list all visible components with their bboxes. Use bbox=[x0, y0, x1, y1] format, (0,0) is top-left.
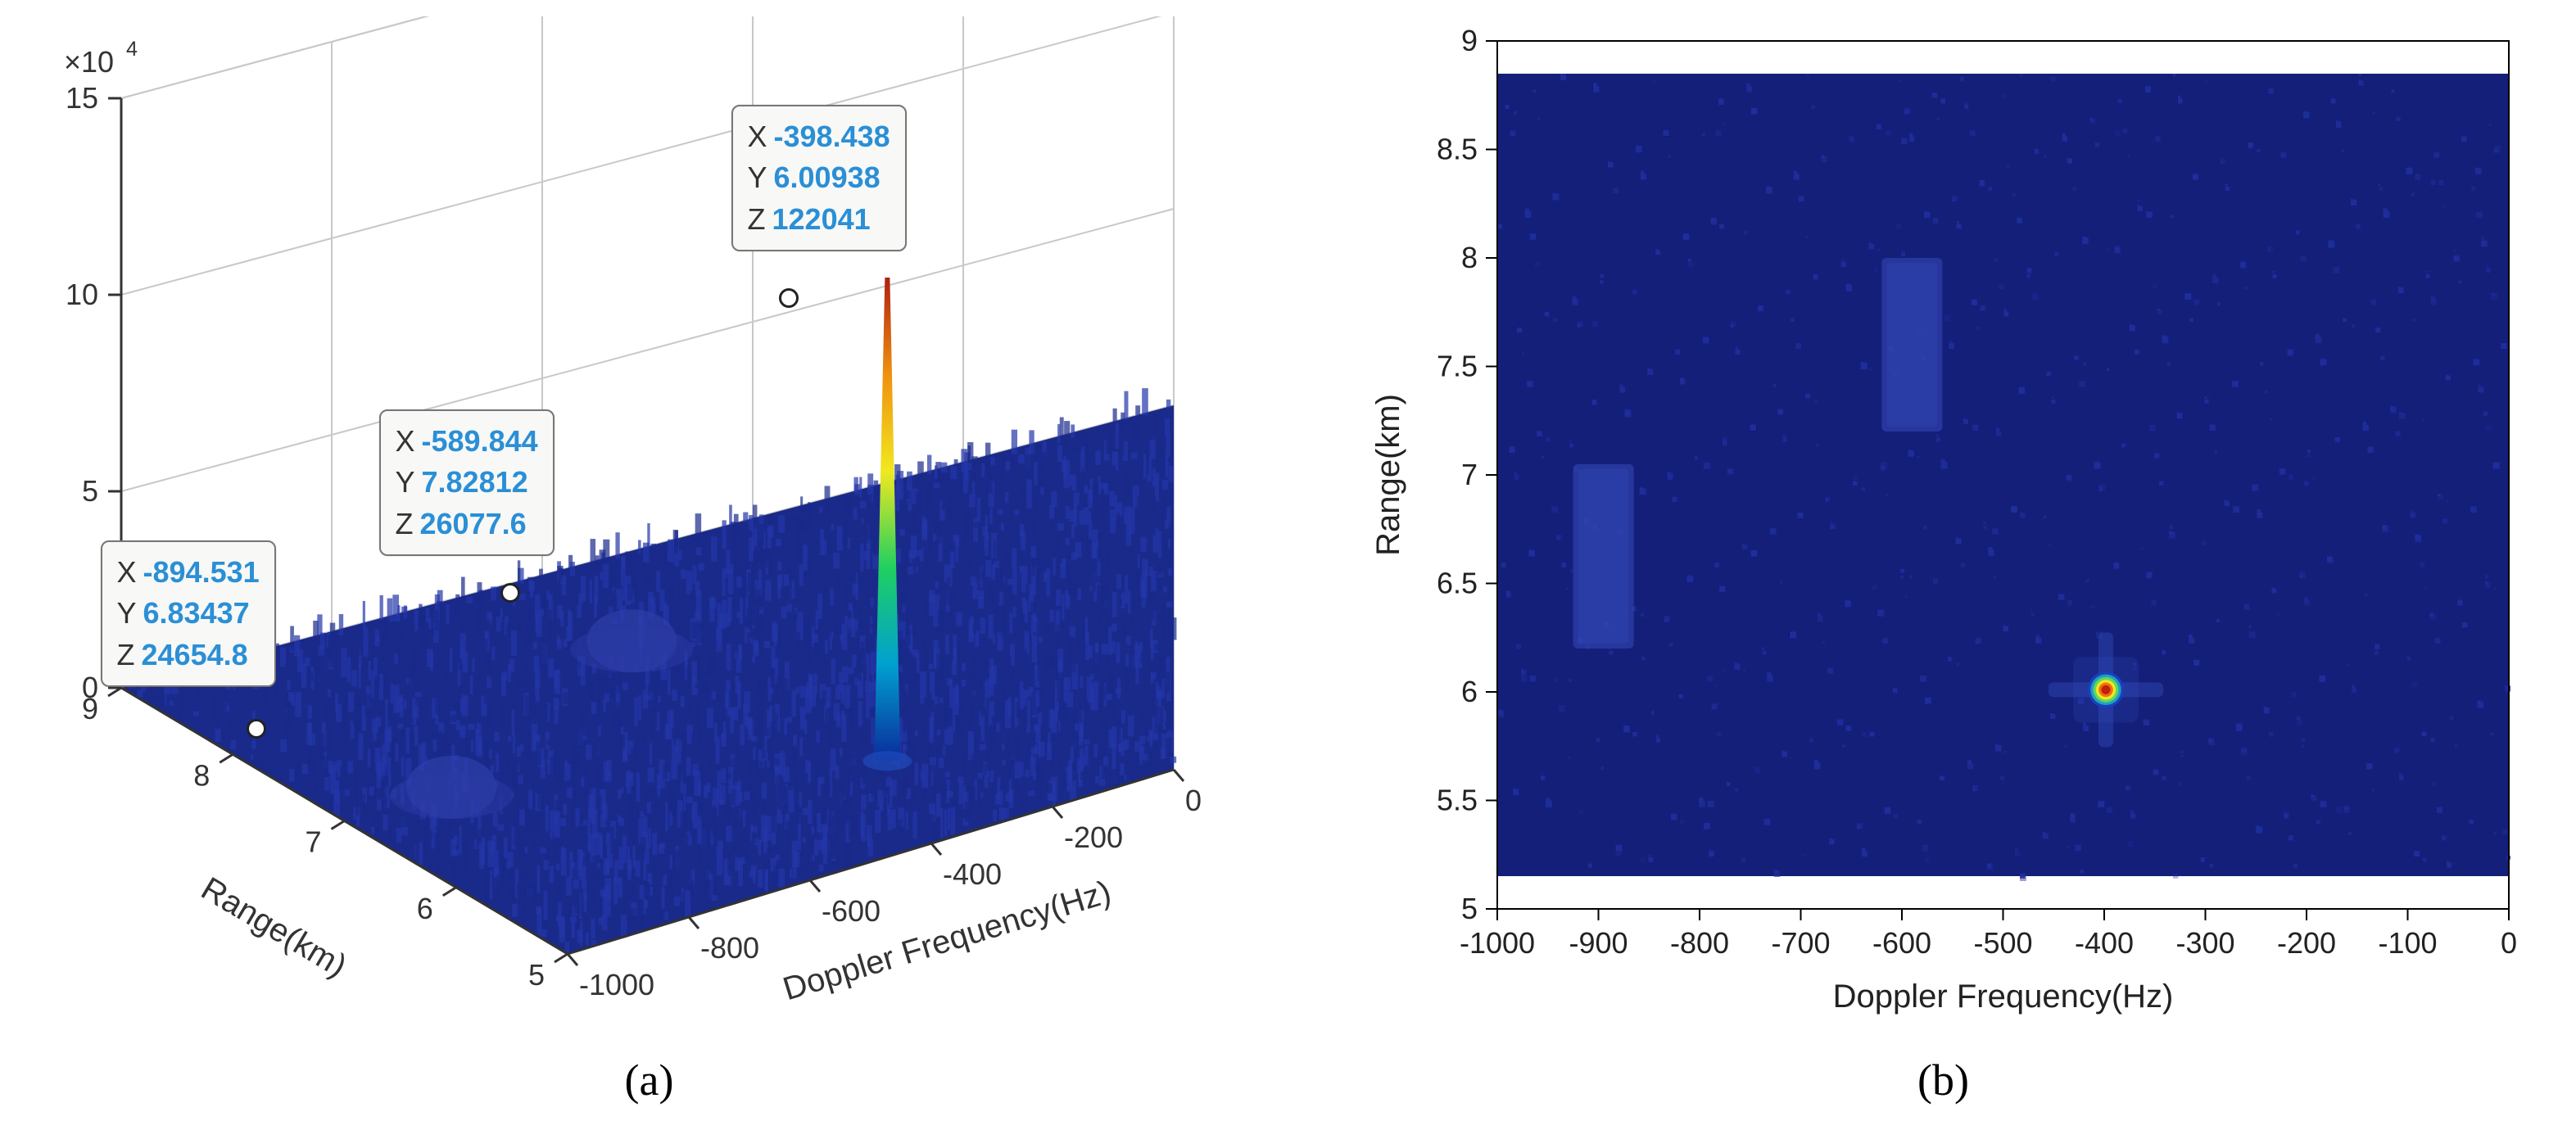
datatip-1-z: 24654.8 bbox=[142, 638, 248, 671]
svg-text:-200: -200 bbox=[1064, 820, 1123, 854]
datatip-3-y: 6.00938 bbox=[774, 160, 881, 194]
svg-text:6: 6 bbox=[416, 892, 432, 925]
panel-b-caption: (b) bbox=[1917, 1055, 1969, 1105]
svg-text:4: 4 bbox=[126, 38, 138, 61]
datatip-3: X-398.438 Y6.00938 Z122041 bbox=[731, 105, 907, 251]
datatip-3-z: 122041 bbox=[772, 202, 871, 236]
datatip-1-y: 6.83437 bbox=[143, 596, 250, 630]
datatip-1-x: -894.531 bbox=[143, 555, 260, 589]
panel-b: -1000-900-800-700-600-500-400-300-200-10… bbox=[1354, 16, 2533, 1148]
svg-text:15: 15 bbox=[65, 81, 97, 115]
svg-text:×10: ×10 bbox=[64, 45, 114, 79]
panel-a: 051015×10456789-1000-800-600-400-2000Ran… bbox=[43, 16, 1256, 1148]
figure-container: 051015×10456789-1000-800-600-400-2000Ran… bbox=[0, 0, 2576, 1148]
svg-text:8: 8 bbox=[193, 758, 210, 792]
svg-text:7: 7 bbox=[305, 825, 321, 859]
datatip-3-marker bbox=[779, 288, 799, 308]
panel-a-caption: (a) bbox=[625, 1055, 674, 1105]
svg-text:-1000: -1000 bbox=[579, 968, 654, 1001]
datatip-2-marker bbox=[500, 583, 520, 603]
datatip-2-z: 26077.6 bbox=[420, 507, 527, 540]
panel-a-svg: 051015×10456789-1000-800-600-400-2000Ran… bbox=[43, 16, 1256, 1048]
svg-text:5: 5 bbox=[527, 958, 544, 992]
svg-text:5: 5 bbox=[81, 474, 97, 508]
panel-a-plot: 051015×10456789-1000-800-600-400-2000Ran… bbox=[43, 16, 1256, 1048]
panel-b-plot: -1000-900-800-700-600-500-400-300-200-10… bbox=[1354, 16, 2533, 1048]
svg-text:9: 9 bbox=[81, 692, 97, 725]
svg-text:-800: -800 bbox=[700, 931, 759, 965]
datatip-2-y: 7.82812 bbox=[422, 465, 528, 499]
svg-text:0: 0 bbox=[1185, 784, 1202, 817]
datatip-2: X-589.844 Y7.82812 Z26077.6 bbox=[379, 409, 555, 556]
panel-b-svg: -1000-900-800-700-600-500-400-300-200-10… bbox=[1354, 16, 2533, 1048]
svg-text:-400: -400 bbox=[943, 857, 1002, 891]
svg-text:-600: -600 bbox=[822, 894, 881, 928]
datatip-1-marker bbox=[247, 719, 266, 739]
datatip-2-x: -589.844 bbox=[422, 424, 538, 458]
svg-text:Range(km): Range(km) bbox=[195, 870, 352, 984]
datatip-3-x: -398.438 bbox=[774, 120, 890, 153]
svg-text:10: 10 bbox=[65, 278, 97, 311]
datatip-1: X-894.531 Y6.83437 Z24654.8 bbox=[101, 540, 276, 687]
